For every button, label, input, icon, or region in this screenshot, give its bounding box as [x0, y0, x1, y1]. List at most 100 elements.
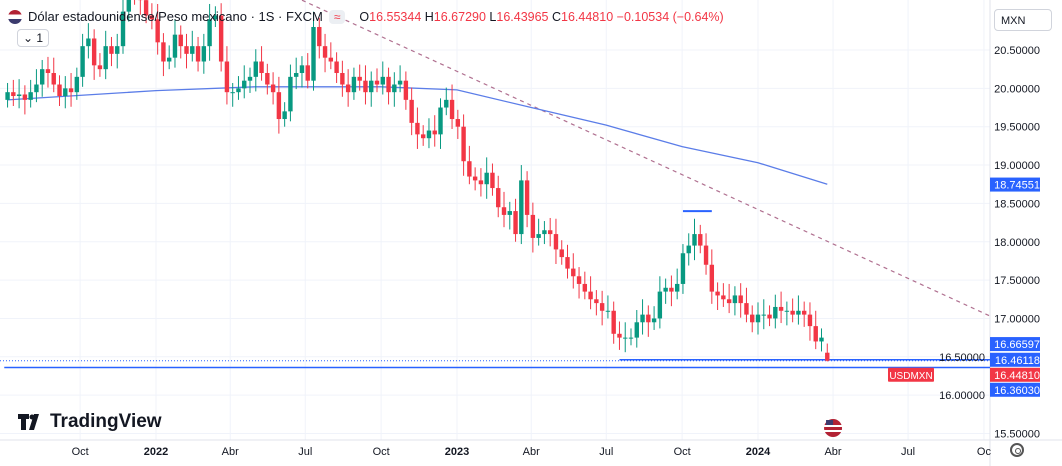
- candle-body: [519, 180, 524, 235]
- low-label: L: [489, 9, 497, 24]
- time-tick-label: Oct: [72, 446, 89, 458]
- indicator-toggle-button[interactable]: ≈: [328, 9, 346, 24]
- candle-body: [195, 46, 201, 62]
- candle-body: [299, 65, 305, 74]
- candle-body: [11, 92, 16, 97]
- collapse-indicators-button[interactable]: ⌄ 1: [17, 29, 50, 47]
- candle-body: [634, 322, 639, 338]
- candle-body: [374, 80, 380, 85]
- candle-body: [201, 46, 207, 62]
- price-tick-label: 20.50000: [994, 45, 1040, 57]
- candle-body: [126, 0, 131, 12]
- candle-body: [51, 73, 56, 85]
- candle-body: [640, 314, 645, 323]
- candle-body: [28, 92, 33, 100]
- candle-body: [386, 76, 391, 93]
- price-tick-label: 18.00000: [994, 237, 1040, 249]
- candle-body: [426, 130, 432, 139]
- candle-body: [449, 99, 455, 120]
- change-value: −0.10534 (−0.64%): [616, 9, 724, 24]
- price-tick-label: 15.50000: [994, 429, 1040, 441]
- candle-body: [571, 268, 576, 277]
- candle-body: [161, 42, 166, 62]
- candle-body: [553, 234, 559, 250]
- candle-body: [755, 314, 761, 323]
- candle-body: [738, 295, 743, 304]
- open-label: O: [359, 9, 370, 24]
- candle-body: [166, 57, 172, 62]
- time-tick-label: Oc: [977, 446, 992, 458]
- open-value: 16.55344: [369, 9, 422, 24]
- candle-body: [790, 310, 795, 315]
- trend-line: [301, 0, 990, 317]
- settings-gear-icon[interactable]: [1010, 443, 1024, 457]
- candle-body: [484, 172, 489, 185]
- price-tick-label: 19.50000: [994, 122, 1040, 134]
- time-tick-label: Abr: [824, 446, 841, 458]
- price-tick-label: 16.50000: [939, 352, 985, 364]
- price-label-bg: [990, 352, 1040, 367]
- candle-body: [109, 46, 114, 54]
- logo-text: TradingView: [50, 411, 162, 432]
- candle-body: [380, 76, 385, 85]
- time-tick-label: Abr: [523, 446, 540, 458]
- candle-body: [611, 310, 616, 334]
- low-value: 16.43965: [496, 9, 549, 24]
- candle-body: [513, 211, 518, 235]
- candle-body: [224, 61, 230, 93]
- candle-body: [39, 69, 45, 85]
- candle-body: [674, 283, 680, 292]
- candle-body: [86, 38, 91, 47]
- price-tick-label: 18.50000: [994, 198, 1040, 210]
- candle-body: [576, 276, 582, 284]
- candle-body: [57, 84, 62, 97]
- candle-body: [115, 46, 120, 54]
- price-tick-label: 20.00000: [994, 83, 1040, 95]
- candle-body: [825, 352, 830, 361]
- candle-body: [345, 84, 351, 93]
- economic-event-flag-icon[interactable]: [824, 419, 843, 437]
- candle-body: [547, 230, 553, 235]
- candle-body: [813, 326, 818, 342]
- candle-body: [45, 69, 51, 74]
- candle-body: [276, 92, 282, 120]
- candle-body: [501, 207, 507, 215]
- candle-body: [698, 234, 703, 246]
- candle-body: [773, 306, 778, 319]
- flag-canton: [826, 420, 834, 425]
- symbol-title[interactable]: Dólar estadounidense/Peso mexicano · 1S …: [28, 9, 323, 24]
- candle-body: [340, 73, 345, 85]
- candle-body: [784, 310, 790, 312]
- candle-body: [184, 46, 189, 54]
- price-label-bg: [990, 177, 1040, 192]
- candle-body: [103, 46, 108, 70]
- candle-body: [819, 337, 824, 342]
- candle-body: [455, 119, 461, 127]
- candle-body: [218, 15, 224, 62]
- candle-body: [420, 134, 426, 139]
- candle-body: [68, 88, 74, 93]
- candle-body: [334, 61, 339, 74]
- candle-body: [461, 126, 466, 162]
- candle-body: [293, 73, 299, 77]
- candle-body: [16, 94, 22, 97]
- candle-body: [478, 180, 484, 185]
- candle-body: [242, 80, 247, 89]
- currency-selector[interactable]: MXN: [994, 9, 1052, 31]
- time-tick-label: Oct: [674, 446, 691, 458]
- price-tick-label: 17.00000: [994, 313, 1040, 325]
- candle-body: [565, 257, 570, 269]
- candle-body: [357, 76, 362, 81]
- candle-body: [392, 84, 397, 93]
- candle-body: [559, 249, 564, 258]
- candle-body: [74, 76, 80, 93]
- candle-body: [397, 80, 403, 85]
- ohlc-values: O16.55344 H16.67290 L16.43965 C16.44810 …: [359, 10, 723, 24]
- candle-body: [409, 99, 414, 123]
- candle-body: [715, 291, 720, 296]
- symbol-legend: Dólar estadounidense/Peso mexicano · 1S …: [8, 9, 724, 24]
- tradingview-logo[interactable]: TradingView: [18, 411, 162, 433]
- time-tick-label: Abr: [222, 446, 239, 458]
